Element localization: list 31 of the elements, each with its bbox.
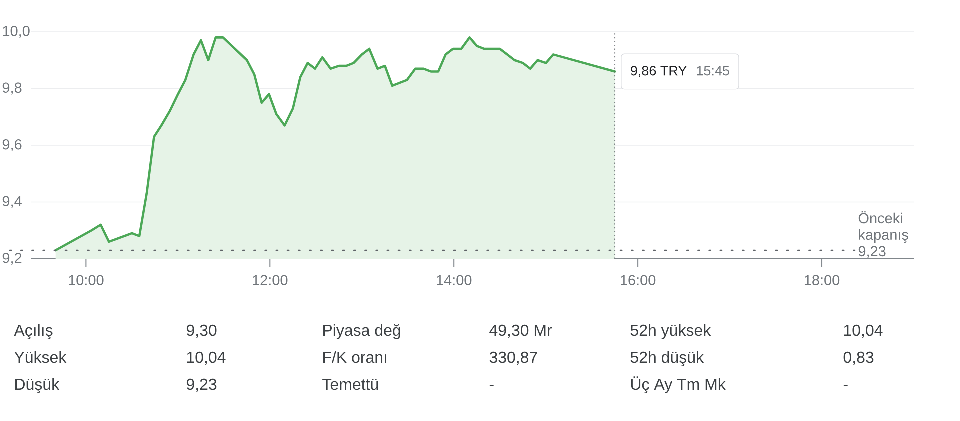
ref-line-label: Önceki kapanış 9,23 <box>858 211 908 258</box>
y-tick-label: 9,8 <box>2 82 22 95</box>
text: 10,04 <box>187 352 226 366</box>
text: - <box>844 385 848 386</box>
x-tick-label: 16:00 <box>621 275 656 286</box>
text: 330,87 <box>490 352 538 366</box>
text: 9,30 <box>186 324 217 338</box>
text: F/K oranı <box>324 351 386 364</box>
y-tick-label: 9,6 <box>2 140 22 152</box>
text: 9,23 <box>186 378 217 392</box>
annotation: 15:45 <box>697 66 730 76</box>
text: Piyasa değ <box>324 324 400 340</box>
x-tick-label: 14:00 <box>437 275 472 286</box>
y-tick-label: 9,4 <box>2 196 22 208</box>
text: 52h yüksek <box>630 324 712 340</box>
x-tick-label: 10:00 <box>69 275 104 286</box>
text: - <box>490 385 494 386</box>
x-tick-label: 12:00 <box>253 275 288 286</box>
y-tick-label: 10,0 <box>3 26 30 38</box>
text: 10,04 <box>844 324 883 338</box>
text: Düşük <box>16 378 60 394</box>
text: Üç Ay Tm Mk <box>631 376 726 394</box>
text: Açılış <box>14 324 53 340</box>
text: 49,30 Mr <box>490 324 552 338</box>
text: Yüksek <box>14 351 67 364</box>
text: 52h düşük <box>630 351 704 366</box>
x-tick-label: 18:00 <box>804 275 840 286</box>
text: Temettü <box>322 378 378 390</box>
y-tick-label: 9,2 <box>2 253 22 265</box>
annotation: 9,86 TRY <box>631 66 687 78</box>
text: 0,83 <box>844 352 874 366</box>
